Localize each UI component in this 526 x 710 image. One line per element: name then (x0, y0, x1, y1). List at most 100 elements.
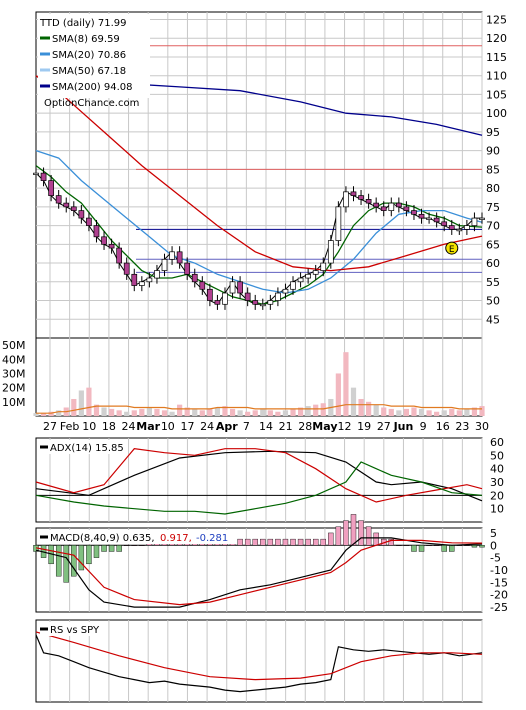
volume-bar (86, 387, 92, 416)
price-tick-label: 95 (486, 126, 500, 139)
macd-histogram-bar (343, 520, 349, 546)
x-tick-label: 14 (259, 420, 273, 433)
x-tick-label: 10 (82, 420, 96, 433)
macd-histogram-bar (441, 545, 447, 552)
candle-body (448, 225, 455, 230)
macd-signal-value: 0.917, (160, 533, 192, 544)
volume-bar (297, 407, 304, 416)
volume-bar (358, 398, 364, 416)
macd-histogram-bar (388, 538, 394, 546)
macd-histogram-bar (275, 538, 281, 546)
volume-bar (33, 413, 39, 416)
macd-series-macd (35, 537, 483, 608)
macd-histogram-bar (335, 526, 342, 546)
adx-tick-label: 60 (490, 436, 504, 449)
volume-panel-border (35, 337, 483, 417)
candle-body (275, 292, 281, 301)
x-tick-label: 28 (298, 420, 312, 433)
candle-body (320, 262, 327, 271)
macd-histogram-bar (108, 545, 115, 552)
volume-bar (245, 411, 251, 416)
macd-histogram-bar (290, 538, 296, 546)
price-tick-label: 105 (486, 88, 507, 101)
volume-bar (381, 407, 387, 416)
price-tick-label: 75 (486, 201, 500, 214)
macd-histogram-bar (426, 545, 432, 546)
volume-bar (78, 390, 84, 416)
x-tick-label: 27 (43, 420, 57, 433)
volume-bar (71, 398, 77, 416)
candle-body (479, 217, 485, 220)
candle-body (40, 172, 47, 181)
macd-histogram-bar (244, 538, 251, 546)
legend-entry: SMA(200) 94.08 (52, 82, 133, 93)
volume-panel (33, 352, 485, 416)
macd-histogram-bar (131, 545, 137, 546)
macd-histogram-bar (365, 526, 372, 546)
volume-bar (222, 406, 228, 416)
candle-body (426, 217, 432, 220)
candle-body (365, 199, 372, 204)
candle-body (456, 228, 463, 232)
x-tick-label: 7 (243, 420, 250, 433)
volume-bar (260, 408, 266, 416)
volume-bar (108, 408, 115, 416)
macd-tick-label: -15 (490, 576, 508, 589)
macd-histogram-bar (86, 545, 92, 565)
adx-tick-label: 10 (490, 503, 504, 516)
macd-tick-label: -25 (490, 601, 508, 614)
x-tick-label: 23 (455, 420, 469, 433)
macd-histogram-bar (282, 538, 289, 546)
adx-series--di (35, 461, 483, 515)
legend-entry: SMA(20) 70.86 (52, 50, 126, 61)
candle-body (297, 277, 304, 283)
candle-body (123, 262, 130, 275)
volume-moving-average (36, 404, 482, 414)
candle-body (116, 247, 123, 264)
candle-body (101, 236, 107, 245)
price-tick-label: 100 (486, 107, 507, 120)
macd-tick-label: -20 (490, 589, 508, 602)
candle-body (327, 240, 334, 264)
volume-bar (471, 407, 478, 416)
macd-histogram-bar (433, 545, 440, 546)
x-tick-label: Jun (393, 420, 414, 433)
price-series-sma-20- (35, 149, 483, 294)
candle-body (290, 281, 296, 290)
rs-series-rs (35, 634, 483, 693)
candle-body (388, 202, 395, 211)
macd-histogram-bar (479, 545, 485, 548)
volume-bar (124, 411, 130, 416)
macd-histogram-bar (449, 545, 455, 552)
x-tick-label: 17 (180, 420, 194, 433)
x-tick-label: 24 (200, 420, 214, 433)
macd-histogram-bar (373, 532, 379, 546)
x-tick-label: 18 (102, 420, 116, 433)
candle-body (55, 195, 62, 204)
price-tick-label: 85 (486, 163, 500, 176)
candle-body (48, 180, 54, 196)
macd-histogram-bar (358, 520, 364, 546)
grid-layer (35, 11, 483, 703)
macd-histogram-bar (63, 545, 69, 583)
volume-bar (366, 401, 372, 416)
macd-title-box (40, 530, 236, 544)
candle-body (93, 225, 100, 238)
candle-body (63, 202, 70, 208)
macd-histogram-bar (252, 538, 258, 546)
x-tick-label: 24 (122, 420, 136, 433)
volume-bar (161, 410, 168, 416)
volume-bar (403, 408, 410, 416)
candle-body (214, 300, 221, 305)
candle-body (176, 251, 183, 264)
rs-title-box (40, 622, 106, 636)
volume-bar (479, 406, 485, 416)
candle-body (244, 292, 251, 301)
candle-body (403, 206, 410, 211)
watermark: OptionChance.com (44, 98, 139, 109)
candle-body (350, 191, 357, 196)
candle-body (237, 281, 243, 294)
candle-body (78, 210, 85, 219)
price-tick-label: 90 (486, 145, 500, 158)
candle-body (418, 213, 425, 219)
